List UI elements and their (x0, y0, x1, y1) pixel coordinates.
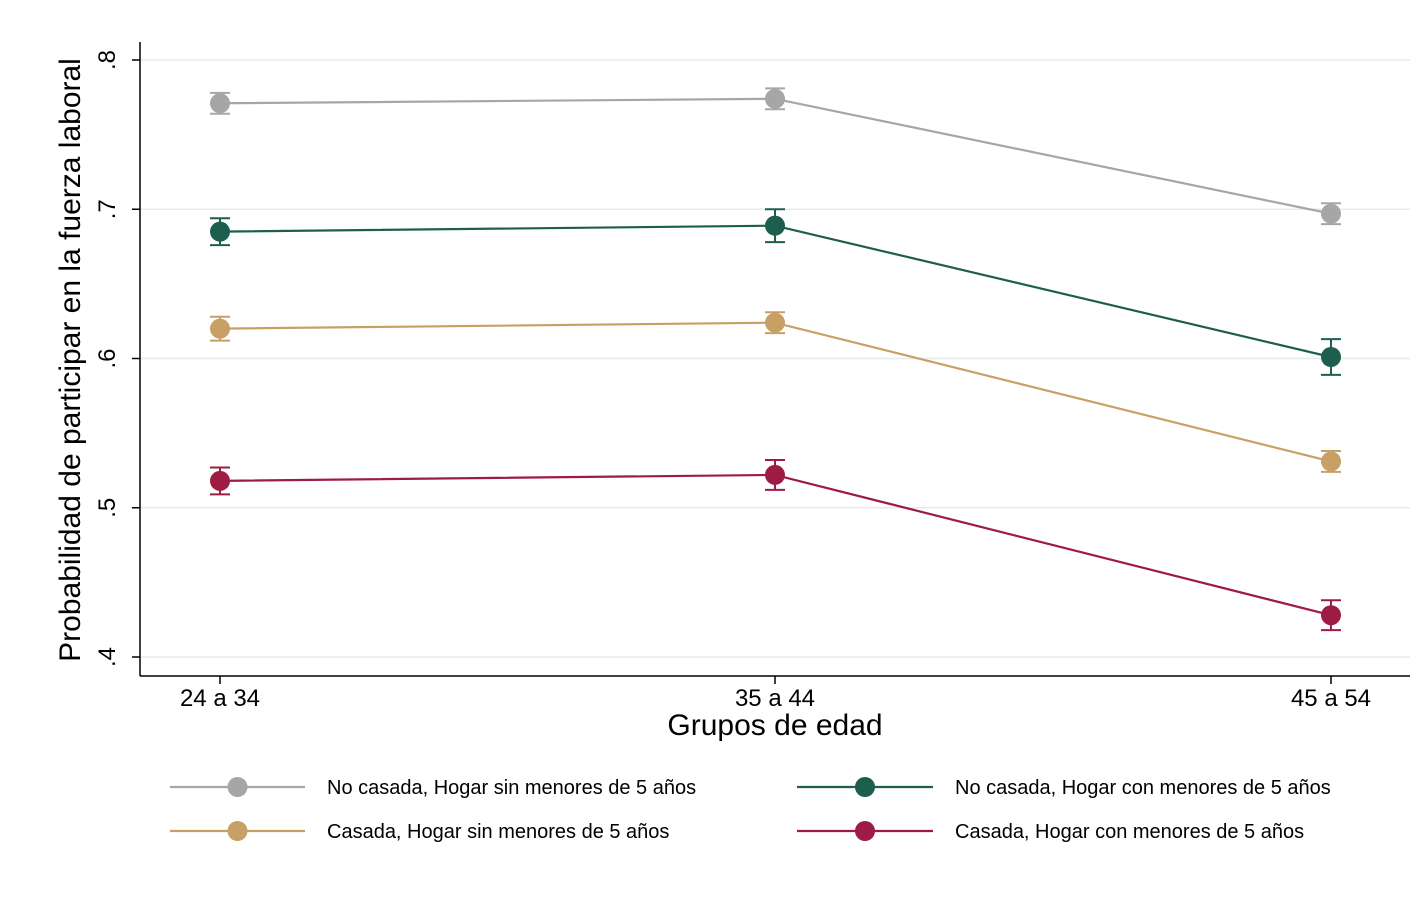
data-point (765, 215, 785, 236)
data-point (1321, 451, 1341, 472)
x-axis-title: Grupos de edad (667, 709, 882, 742)
legend-marker (227, 821, 248, 841)
legend-label: No casada, Hogar sin menores de 5 años (327, 777, 696, 799)
legend-item: No casada, Hogar con menores de 5 años (797, 777, 1331, 799)
legend-item: No casada, Hogar sin menores de 5 años (170, 777, 696, 799)
data-point (210, 470, 230, 491)
data-point (1321, 605, 1341, 626)
legend-item: Casada, Hogar sin menores de 5 años (170, 821, 669, 843)
series-3 (210, 311, 1341, 473)
y-tick-label: .5 (94, 498, 121, 518)
legend-label: No casada, Hogar con menores de 5 años (955, 777, 1331, 799)
series-layer (210, 87, 1341, 632)
legend-item: Casada, Hogar con menores de 5 años (797, 821, 1304, 843)
x-tick-label: 35 a 44 (735, 685, 815, 712)
grid-layer (140, 59, 1410, 658)
y-tick-label: .8 (94, 50, 121, 70)
legend: No casada, Hogar sin menores de 5 años No… (170, 777, 1331, 843)
data-point (765, 464, 785, 485)
axis-layer: .4 .5 .6 .7 .8 24 a 34 35 a 44 45 a 54 (94, 42, 1410, 712)
data-point (210, 221, 230, 242)
series-line (219, 97, 1332, 215)
series-line (219, 321, 1332, 463)
series-4 (210, 458, 1341, 632)
series-line (219, 473, 1332, 617)
legend-label: Casada, Hogar con menores de 5 años (955, 821, 1304, 843)
data-point (1321, 347, 1341, 368)
legend-label: Casada, Hogar sin menores de 5 años (327, 821, 669, 843)
legend-marker (855, 821, 875, 841)
y-tick-label: .6 (94, 348, 121, 368)
data-point (1321, 203, 1341, 224)
legend-marker (227, 777, 248, 797)
series-1 (210, 87, 1341, 226)
legend-marker (855, 777, 875, 797)
x-tick-label: 24 a 34 (180, 685, 260, 712)
data-point (765, 88, 785, 109)
data-point (765, 312, 785, 333)
y-tick-label: .4 (94, 647, 121, 667)
series-line (219, 224, 1332, 359)
data-point (210, 318, 230, 339)
y-axis-title: Probabilidad de participar en la fuerza … (54, 58, 87, 662)
data-point (210, 93, 230, 114)
series-2 (210, 208, 1341, 376)
y-tick-label: .7 (94, 199, 121, 219)
x-tick-label: 45 a 54 (1291, 685, 1371, 712)
